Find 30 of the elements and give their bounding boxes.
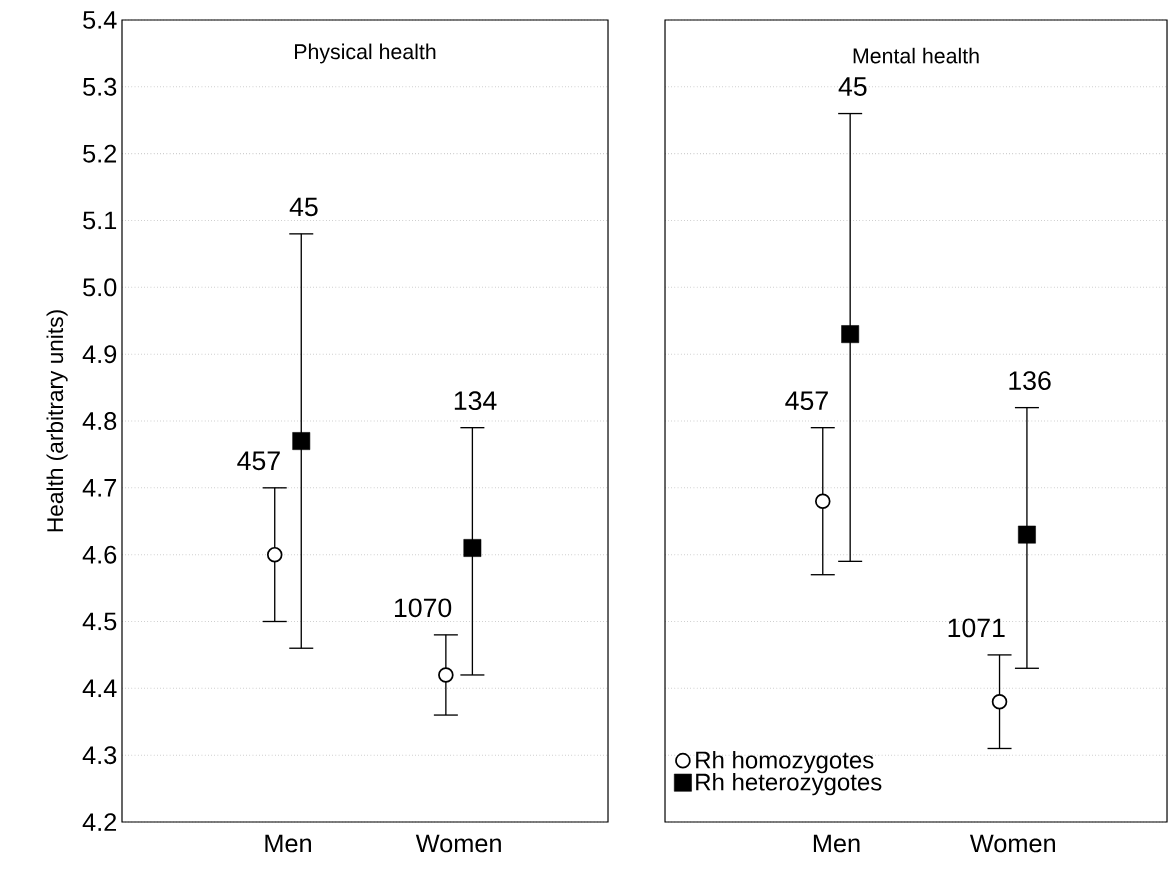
annotation: 134 <box>454 391 497 411</box>
y-tick-label: 4.8 <box>82 412 117 430</box>
y-tick-label: 5.0 <box>83 278 117 297</box>
annotation: 1070 <box>394 598 452 618</box>
x-tick-label: Women <box>969 834 1055 853</box>
x-tick-label: Men <box>813 834 860 853</box>
y-tick-label: 4.2 <box>82 813 117 831</box>
annotation: 45 <box>289 197 318 217</box>
y-tick-label: 4.3 <box>82 746 117 765</box>
y-tick-label: 4.6 <box>82 545 117 564</box>
y-tick-label: 5.1 <box>83 211 117 230</box>
text: Mental health <box>853 47 979 64</box>
y-tick-label: 5.4 <box>83 11 117 29</box>
y-tick-label: 5.3 <box>83 77 117 96</box>
x-tick-label: Women <box>415 834 501 853</box>
y-tick-label: 4.5 <box>82 612 117 631</box>
y-axis-title: Health (arbitrary units) <box>46 310 68 532</box>
legend-label: Rh heterozygotes <box>696 772 882 796</box>
annotation: 45 <box>838 77 867 96</box>
y-tick-label: 4.7 <box>82 479 117 497</box>
annotation: 457 <box>785 391 828 411</box>
y-tick-label: 4.9 <box>82 345 117 364</box>
annotation: 136 <box>1009 371 1051 391</box>
legend-label: Rh homozygotes <box>696 750 874 774</box>
y-tick-label: 5.2 <box>83 144 117 163</box>
annotation: 457 <box>237 451 280 471</box>
x-tick-label: Men <box>265 834 311 853</box>
text: Physical health <box>295 43 436 64</box>
y-tick-label: 4.4 <box>82 679 117 698</box>
annotation: 1071 <box>948 618 1005 638</box>
